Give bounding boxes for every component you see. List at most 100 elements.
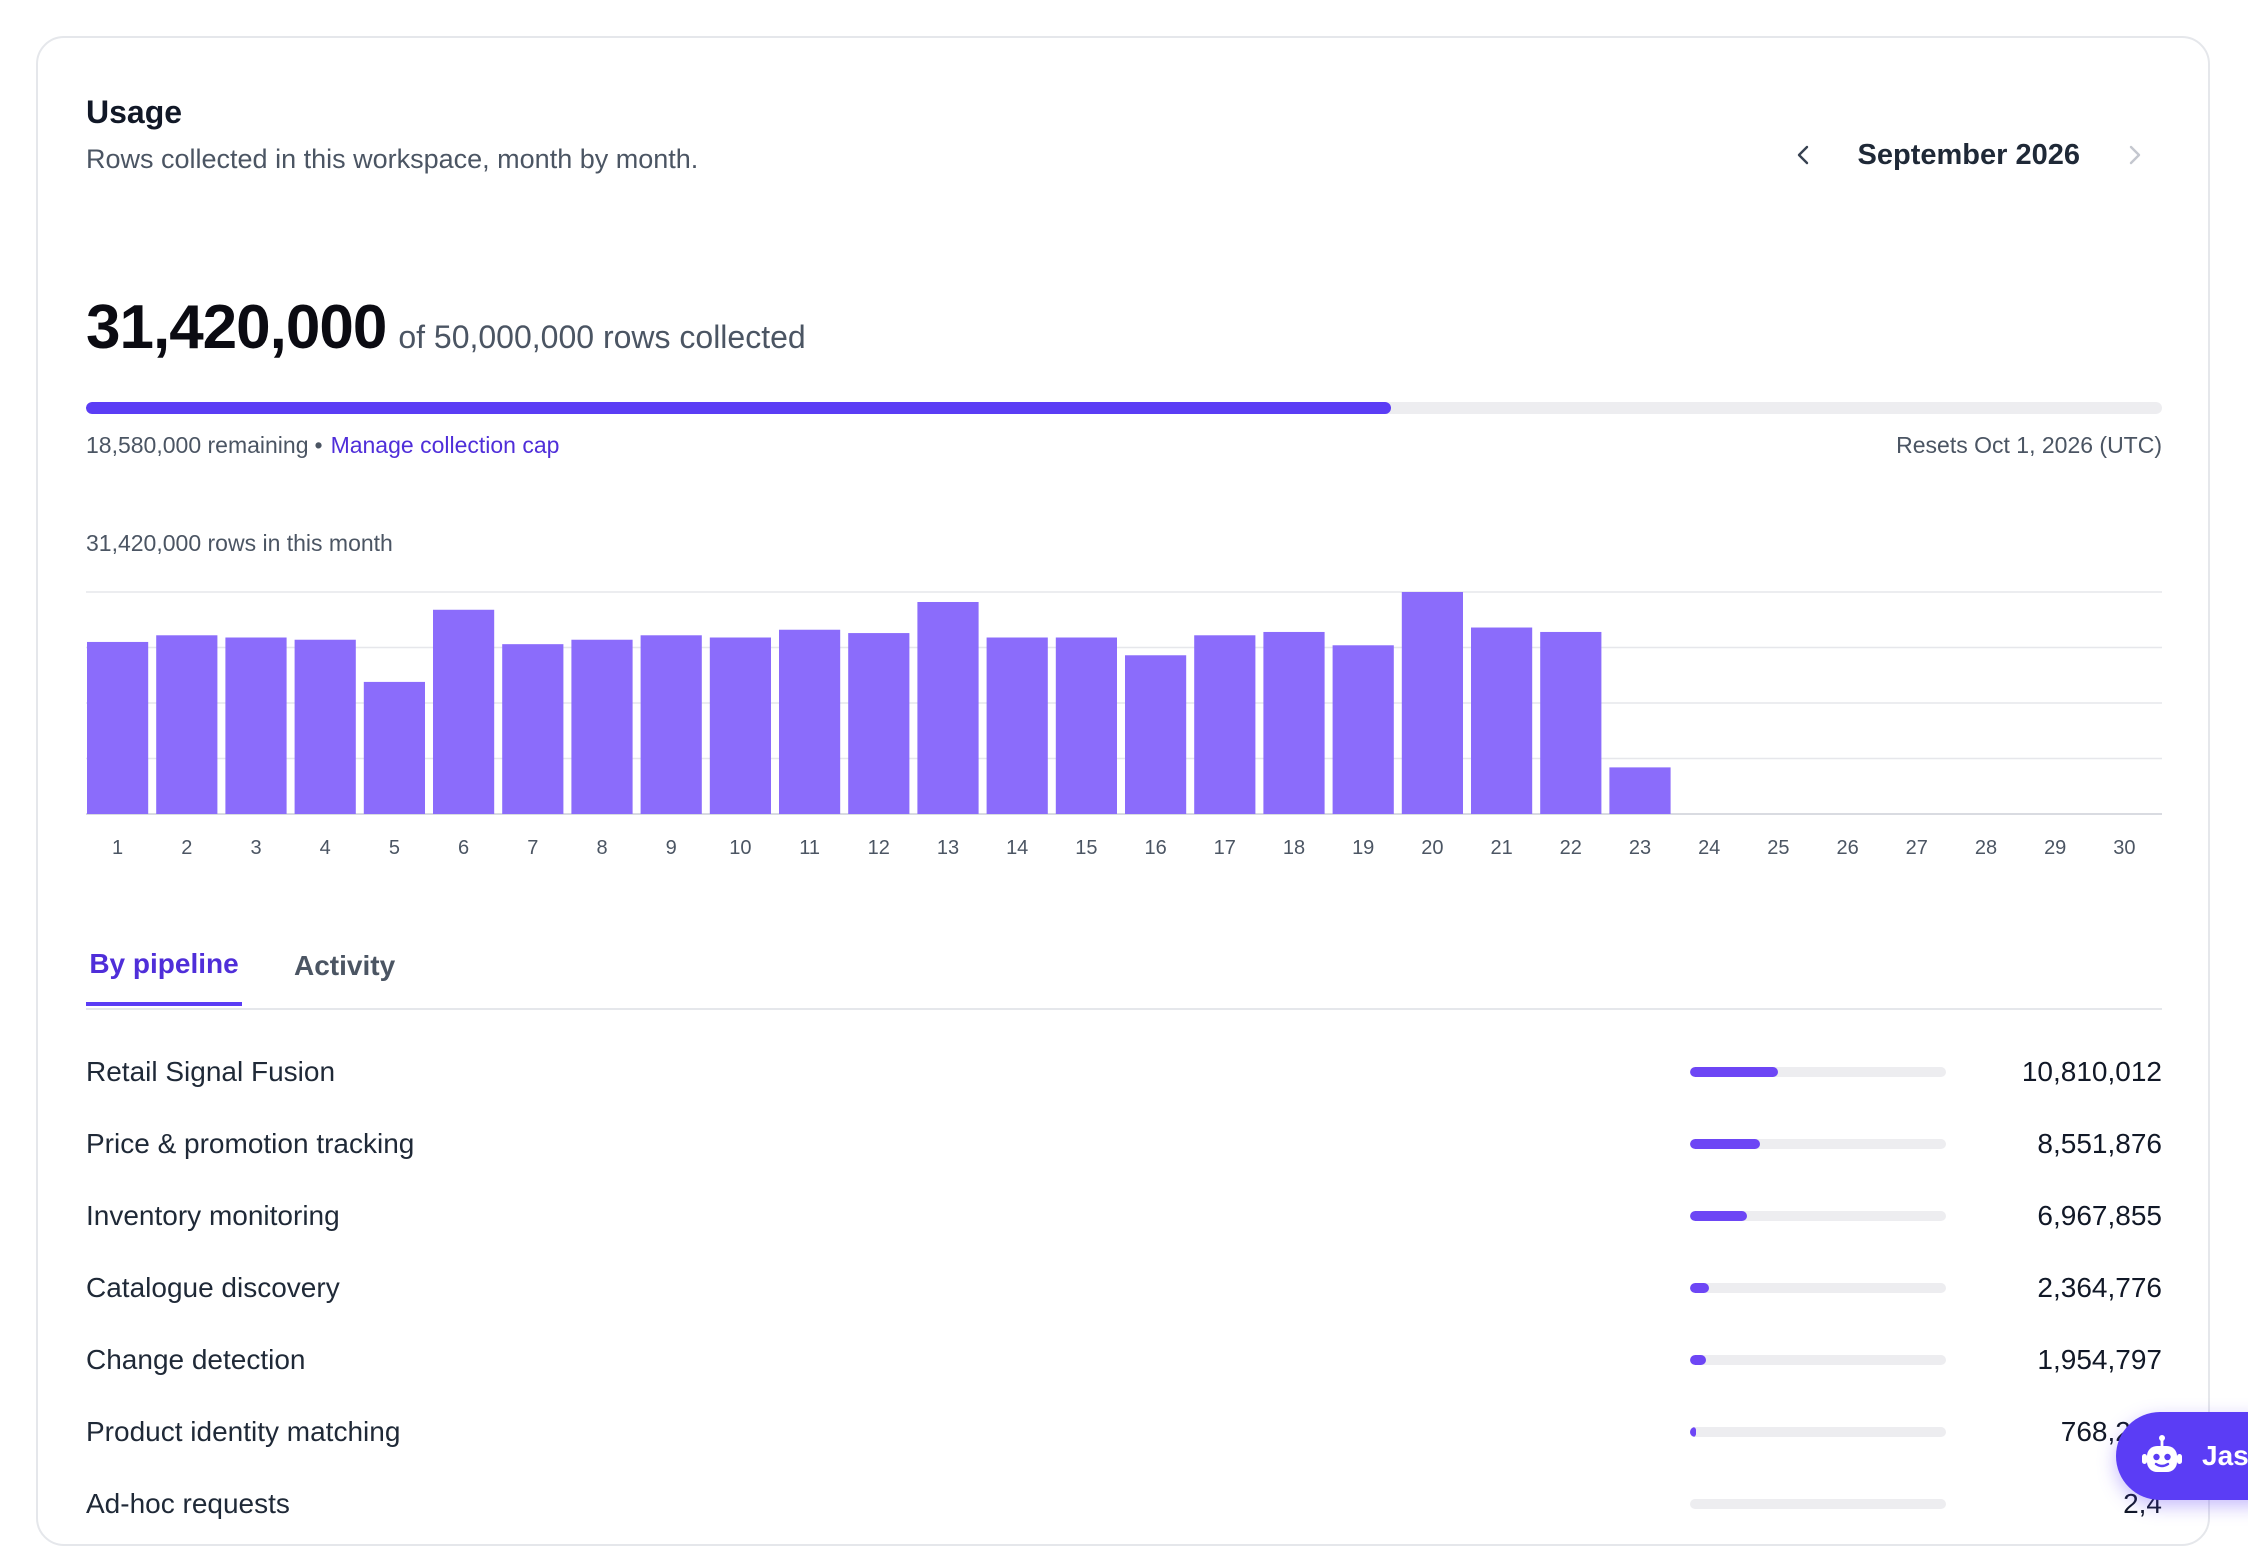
- chart-caption: 31,420,000 rows in this month: [86, 530, 393, 556]
- reset-date-text: Resets Oct 1, 2026 (UTC): [1896, 432, 2162, 458]
- pipeline-rows-value: 10,810,012: [2021, 1056, 2162, 1087]
- chart-x-tick-label: 22: [1560, 837, 1582, 859]
- chart-bar-day-22[interactable]: [1540, 631, 1602, 814]
- chart-x-tick-label: 27: [1906, 837, 1928, 859]
- chart-bar-day-6[interactable]: [433, 609, 495, 814]
- current-month-label: September 2026: [1857, 138, 2080, 171]
- chart-x-tick-label: 9: [666, 837, 677, 859]
- previous-month-button[interactable]: [1776, 127, 1832, 183]
- pipeline-name: Price & promotion tracking: [86, 1128, 415, 1159]
- pipeline-row[interactable]: Ad-hoc requests 2,4: [86, 1468, 2162, 1540]
- assistant-chat-button[interactable]: Jas: [2116, 1412, 2248, 1500]
- chart-bar-day-2[interactable]: [156, 635, 218, 814]
- chart-x-tick-label: 25: [1767, 837, 1789, 859]
- usage-progress-fill: [86, 402, 1391, 414]
- chart-bar-day-4[interactable]: [294, 639, 356, 814]
- chart-bar-day-15[interactable]: [1055, 637, 1117, 814]
- chart-bar-day-16[interactable]: [1125, 655, 1187, 814]
- pipeline-share-fill: [1690, 1139, 1760, 1149]
- chart-bar-day-1[interactable]: [87, 641, 149, 814]
- pipeline-name: Ad-hoc requests: [86, 1488, 290, 1519]
- chart-x-tick-label: 8: [596, 837, 607, 859]
- pipeline-share-fill: [1690, 1067, 1779, 1077]
- next-month-button[interactable]: [2106, 127, 2162, 183]
- tab-by-pipeline[interactable]: By pipeline: [86, 926, 242, 1006]
- chart-x-tick-label: 15: [1075, 837, 1097, 859]
- chart-bar-day-8[interactable]: [571, 639, 633, 814]
- chevron-right-icon: [2129, 145, 2141, 165]
- pipeline-row[interactable]: Retail Signal Fusion 10,810,012: [86, 1036, 2162, 1108]
- pipeline-share-fill: [1690, 1355, 1706, 1365]
- pipeline-share-bar: [1690, 1139, 1946, 1149]
- pipeline-share-bar: [1690, 1355, 1946, 1365]
- chart-x-tick-label: 20: [1421, 837, 1443, 859]
- pipeline-row[interactable]: Inventory monitoring 6,967,855: [86, 1180, 2162, 1252]
- tab-activity[interactable]: Activity: [294, 950, 396, 981]
- chart-bar-day-12[interactable]: [848, 633, 910, 814]
- pipeline-share-fill: [1690, 1211, 1747, 1221]
- chart-x-tick-label: 10: [729, 837, 751, 859]
- chart-x-tick-label: 2: [181, 837, 192, 859]
- chart-bar-day-20[interactable]: [1401, 592, 1463, 814]
- chart-x-tick-label: 6: [458, 837, 469, 859]
- chart-bar-day-17[interactable]: [1194, 635, 1256, 814]
- pipeline-row[interactable]: Change detection 1,954,797: [86, 1324, 2162, 1396]
- assistant-label: Jas: [2202, 1440, 2248, 1471]
- chart-x-tick-label: 21: [1490, 837, 1512, 859]
- rows-remaining-text: 18,580,000 remaining: [86, 432, 309, 458]
- pipeline-name: Change detection: [86, 1344, 306, 1375]
- pipeline-share-bar: [1690, 1211, 1946, 1221]
- chart-x-tick-label: 19: [1352, 837, 1374, 859]
- chart-bar-day-5[interactable]: [363, 681, 425, 814]
- chart-bar-day-9[interactable]: [640, 635, 702, 814]
- chart-x-tick-label: 4: [320, 837, 331, 859]
- chart-bar-day-21[interactable]: [1471, 627, 1533, 814]
- pipeline-share-bar: [1690, 1067, 1946, 1077]
- usage-card: Usage Rows collected in this workspace, …: [36, 36, 2210, 1546]
- chart-x-tick-label: 7: [527, 837, 538, 859]
- pipeline-row[interactable]: Product identity matching 768,204: [86, 1396, 2162, 1468]
- chart-bar-day-10[interactable]: [709, 637, 771, 814]
- pipeline-name: Retail Signal Fusion: [86, 1056, 336, 1087]
- pipeline-rows-value: 2,364,776: [2037, 1272, 2162, 1303]
- chart-x-tick-label: 17: [1214, 837, 1236, 859]
- chevron-left-icon: [1797, 145, 1808, 165]
- chart-x-tick-label: 29: [2044, 837, 2066, 859]
- usage-summary: 31,420,000 of 50,000,000 rows collected: [86, 292, 806, 363]
- pipeline-row[interactable]: Catalogue discovery 2,364,776: [86, 1252, 2162, 1324]
- pipeline-share-bar: [1690, 1283, 1946, 1293]
- chart-x-tick-label: 26: [1836, 837, 1858, 859]
- pipeline-row[interactable]: Price & promotion tracking 8,551,876: [86, 1108, 2162, 1180]
- chart-x-tick-label: 14: [1006, 837, 1028, 859]
- chart-bar-day-11[interactable]: [779, 629, 841, 814]
- pipeline-share-bar: [1690, 1427, 1946, 1437]
- chart-x-tick-label: 5: [389, 837, 400, 859]
- chart-bar-day-3[interactable]: [225, 637, 287, 814]
- pipeline-rows-value: 6,967,855: [2037, 1200, 2162, 1231]
- pipeline-share-fill: [1690, 1427, 1697, 1437]
- pipeline-rows-value: 1,954,797: [2037, 1344, 2162, 1375]
- chart-x-tick-label: 16: [1144, 837, 1166, 859]
- rows-quota-text: of 50,000,000 rows collected: [398, 319, 806, 355]
- pipeline-share-bar: [1690, 1499, 1946, 1509]
- chart-x-tick-label: 30: [2113, 837, 2135, 859]
- chart-x-tick-label: 13: [937, 837, 959, 859]
- chart-x-tick-label: 18: [1283, 837, 1305, 859]
- chart-bar-day-14[interactable]: [986, 637, 1048, 814]
- chart-bar-day-13[interactable]: [917, 601, 979, 814]
- chart-x-tick-label: 12: [868, 837, 890, 859]
- tab-bar: By pipeline Activity: [86, 926, 2162, 1010]
- daily-usage-chart: 1 2 3 4 5 6 7 8 9 10 11 12 13 14 15 16 17 18 19 20 21 22 23 24 2…: [86, 591, 2162, 859]
- chart-bar-day-19[interactable]: [1332, 645, 1394, 814]
- manage-collection-cap-link[interactable]: Manage collection cap: [330, 432, 560, 458]
- month-navigator: September 2026: [1776, 120, 2162, 190]
- pipeline-list: Retail Signal Fusion 10,810,012 Price & …: [86, 1036, 2162, 1540]
- pipeline-name: Catalogue discovery: [86, 1272, 340, 1303]
- chart-x-tick-label: 3: [250, 837, 261, 859]
- pipeline-rows-value: 8,551,876: [2037, 1128, 2162, 1159]
- pipeline-name: Product identity matching: [86, 1416, 401, 1447]
- page-title: Usage: [86, 94, 183, 130]
- chart-bar-day-7[interactable]: [502, 644, 564, 814]
- chart-bar-day-23[interactable]: [1609, 767, 1671, 814]
- chart-bar-day-18[interactable]: [1263, 631, 1325, 814]
